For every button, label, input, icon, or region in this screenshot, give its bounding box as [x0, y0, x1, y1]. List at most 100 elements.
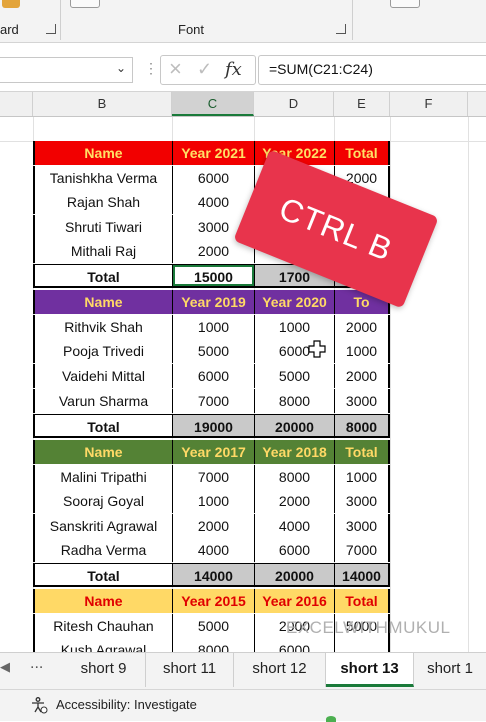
total-cell[interactable]: 8000 [334, 414, 390, 438]
name-cell[interactable]: Pooja Trivedi [33, 339, 172, 363]
header-cell[interactable]: Year 2017 [172, 440, 254, 464]
value-cell[interactable]: 1000 [254, 315, 334, 339]
header-cell[interactable]: Year 2018 [254, 440, 334, 464]
value-cell[interactable] [254, 166, 334, 190]
ribbon-button[interactable] [390, 0, 420, 8]
format-painter-icon[interactable] [2, 0, 20, 8]
header-cell[interactable]: Name [33, 290, 172, 314]
value-cell[interactable]: 6000 [254, 538, 334, 562]
value-cell[interactable]: 5000 [172, 614, 254, 638]
tab-short-13[interactable]: short 13 [326, 653, 414, 687]
total-cell[interactable]: 19000 [172, 414, 254, 438]
value-cell[interactable]: 3000 [334, 514, 390, 538]
name-cell[interactable]: Shruti Tiwari [33, 215, 172, 239]
value-cell[interactable]: 6000 [254, 339, 334, 363]
worksheet-grid[interactable]: Name Year 2021 Year 2022 Total Tanishkha… [0, 117, 486, 652]
name-cell[interactable]: Vaidehi Mittal [33, 364, 172, 388]
header-cell[interactable]: Total [334, 141, 390, 165]
value-cell[interactable] [254, 239, 334, 263]
value-cell[interactable]: 2000 [254, 489, 334, 513]
value-cell[interactable]: 7000 [172, 389, 254, 413]
column-header-d[interactable]: D [254, 92, 334, 116]
total-label-cell[interactable]: Total [33, 414, 172, 438]
name-cell[interactable]: Varun Sharma [33, 389, 172, 413]
header-cell[interactable]: To [334, 290, 390, 314]
value-cell[interactable]: 4000 [254, 514, 334, 538]
value-cell[interactable]: 2000 [334, 315, 390, 339]
value-cell[interactable]: 5000 [172, 339, 254, 363]
total-cell[interactable]: 14000 [334, 563, 390, 587]
value-cell[interactable]: 6000 [254, 638, 334, 652]
value-cell[interactable]: 1000 [334, 465, 390, 489]
value-cell[interactable]: 3000 [334, 389, 390, 413]
value-cell[interactable]: 7000 [172, 465, 254, 489]
cancel-icon[interactable]: × [169, 56, 182, 81]
name-cell[interactable]: Ritesh Chauhan [33, 614, 172, 638]
value-cell[interactable]: 2000 [172, 514, 254, 538]
total-label-cell[interactable]: Total [33, 563, 172, 587]
value-cell[interactable]: 8000 [172, 638, 254, 652]
header-cell[interactable]: Name [33, 141, 172, 165]
total-cell[interactable]: 20000 [254, 563, 334, 587]
total-label-cell[interactable]: Total [33, 264, 172, 288]
tab-short-11[interactable]: short 11 [146, 653, 234, 687]
total-cell[interactable]: 14000 [172, 563, 254, 587]
header-cell[interactable]: Year 2021 [172, 141, 254, 165]
value-cell[interactable]: 4000 [172, 538, 254, 562]
select-all-corner[interactable] [0, 92, 33, 116]
header-cell[interactable]: Year 2015 [172, 589, 254, 613]
name-cell[interactable]: Sanskriti Agrawal [33, 514, 172, 538]
header-cell[interactable]: Total [334, 440, 390, 464]
value-cell[interactable]: 1000 [172, 315, 254, 339]
column-header-c[interactable]: C [172, 92, 254, 116]
name-cell[interactable]: Kush Agrawal [33, 638, 172, 652]
active-cell[interactable]: 15000 [172, 264, 254, 288]
tab-short-9[interactable]: short 9 [62, 653, 146, 687]
tab-scroll-left-icon[interactable]: ◀ [0, 659, 10, 674]
clipboard-launcher-icon[interactable] [46, 24, 56, 34]
tab-short-12[interactable]: short 12 [234, 653, 326, 687]
header-cell[interactable]: Year 2019 [172, 290, 254, 314]
ribbon-button[interactable] [70, 0, 100, 8]
value-cell[interactable]: 2000 [334, 364, 390, 388]
name-cell[interactable]: Malini Tripathi [33, 465, 172, 489]
header-cell[interactable]: Total [334, 589, 390, 613]
chevron-down-icon[interactable]: ⌄ [115, 61, 126, 75]
accessibility-icon[interactable] [30, 696, 48, 714]
name-cell[interactable]: Sooraj Goyal [33, 489, 172, 513]
header-cell[interactable]: Year 2016 [254, 589, 334, 613]
more-tabs-button[interactable]: ... [30, 655, 44, 672]
header-cell[interactable]: Name [33, 440, 172, 464]
value-cell[interactable]: 1000 [334, 339, 390, 363]
value-cell[interactable]: 7000 [334, 538, 390, 562]
column-header-b[interactable]: B [33, 92, 172, 116]
name-cell[interactable]: Radha Verma [33, 538, 172, 562]
value-cell[interactable]: 2000 [172, 239, 254, 263]
column-header-f[interactable]: F [390, 92, 468, 116]
tab-short-1[interactable]: short 1 [427, 660, 473, 677]
name-cell[interactable]: Rithvik Shah [33, 315, 172, 339]
font-launcher-icon[interactable] [336, 24, 346, 34]
formula-bar-grip-icon[interactable]: ⋮ [144, 60, 158, 76]
enter-check-icon[interactable]: ✓ [197, 59, 213, 79]
name-box[interactable]: ⌄ [0, 57, 133, 83]
value-cell[interactable]: 8000 [254, 465, 334, 489]
value-cell[interactable]: ... [334, 638, 390, 652]
value-cell[interactable]: 6000 [172, 364, 254, 388]
header-cell[interactable]: Name [33, 589, 172, 613]
value-cell[interactable]: 5000 [334, 614, 390, 638]
insert-function-icon[interactable]: fx [225, 59, 242, 80]
header-cell[interactable]: Year 2020 [254, 290, 334, 314]
value-cell[interactable]: 5000 [254, 364, 334, 388]
value-cell[interactable]: 3000 [334, 489, 390, 513]
name-cell[interactable]: Rajan Shah [33, 190, 172, 214]
name-cell[interactable]: Tanishkha Verma [33, 166, 172, 190]
value-cell[interactable]: 8000 [254, 389, 334, 413]
value-cell[interactable]: 3000 [172, 215, 254, 239]
name-cell[interactable]: Mithali Raj [33, 239, 172, 263]
accessibility-status[interactable]: Accessibility: Investigate [56, 697, 197, 712]
value-cell[interactable]: 4000 [172, 190, 254, 214]
total-cell[interactable]: 20000 [254, 414, 334, 438]
column-header-g[interactable] [468, 92, 486, 116]
value-cell[interactable]: 2000 [254, 614, 334, 638]
